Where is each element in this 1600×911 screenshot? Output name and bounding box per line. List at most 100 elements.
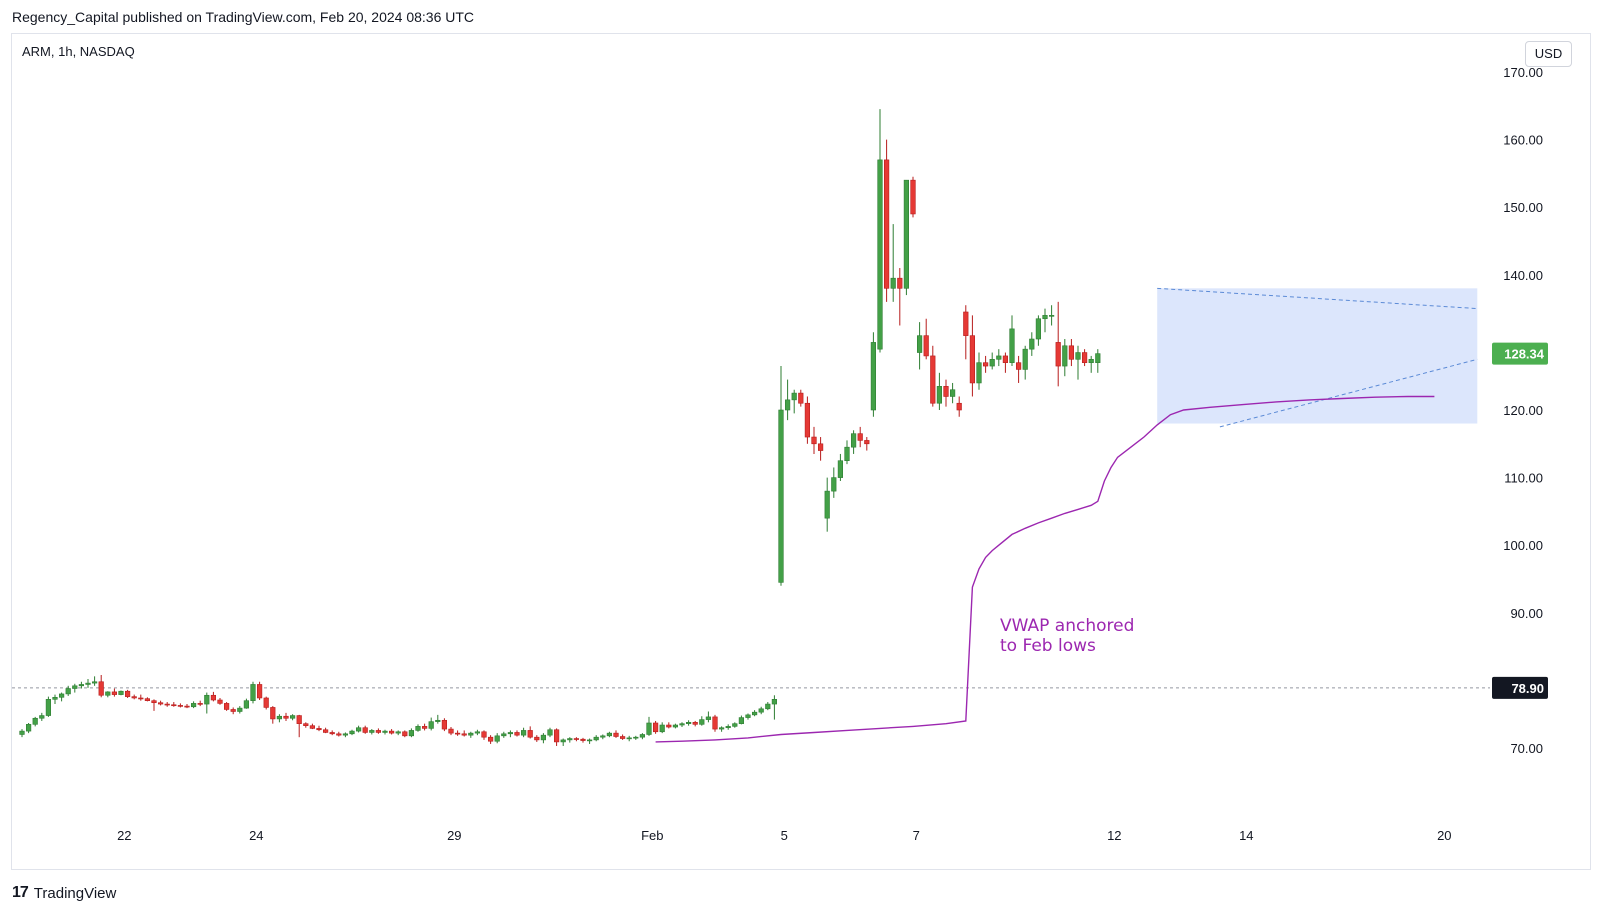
candle[interactable] <box>725 724 731 730</box>
candle[interactable] <box>540 733 546 744</box>
candle[interactable] <box>1049 305 1055 326</box>
candle[interactable] <box>428 717 434 731</box>
candle[interactable] <box>580 737 586 743</box>
candle[interactable] <box>461 730 467 737</box>
candle[interactable] <box>692 720 698 727</box>
candle[interactable] <box>613 730 619 738</box>
candle[interactable] <box>982 355 989 373</box>
candle[interactable] <box>600 734 606 740</box>
candle[interactable] <box>639 733 645 740</box>
candle[interactable] <box>758 706 764 715</box>
candle[interactable] <box>930 345 936 407</box>
candle[interactable] <box>1055 301 1061 387</box>
candle[interactable] <box>501 731 507 738</box>
candle[interactable] <box>520 727 527 738</box>
candle[interactable] <box>844 440 850 465</box>
candle[interactable] <box>224 702 230 711</box>
candle[interactable] <box>824 477 830 532</box>
candle[interactable] <box>672 723 678 729</box>
upper-trendline[interactable] <box>1157 287 1478 310</box>
candle[interactable] <box>864 437 870 451</box>
candle[interactable] <box>309 723 316 730</box>
candle[interactable] <box>857 426 863 448</box>
candle[interactable] <box>916 322 923 370</box>
candle[interactable] <box>454 730 461 736</box>
candle[interactable] <box>382 729 388 735</box>
candle[interactable] <box>125 689 131 698</box>
candle[interactable] <box>685 720 692 726</box>
candle[interactable] <box>1009 315 1015 367</box>
candle[interactable] <box>138 694 144 701</box>
candle[interactable] <box>342 732 349 738</box>
candle[interactable] <box>646 716 652 736</box>
candle[interactable] <box>890 224 896 302</box>
candle[interactable] <box>435 714 441 724</box>
candle[interactable] <box>956 396 962 417</box>
candle[interactable] <box>270 706 276 724</box>
candle[interactable] <box>910 176 916 218</box>
candle[interactable] <box>850 430 857 454</box>
candle[interactable] <box>751 710 758 717</box>
vwap-line[interactable] <box>655 395 1435 743</box>
candle[interactable] <box>936 372 942 410</box>
candle[interactable] <box>969 315 975 397</box>
candle[interactable] <box>652 720 659 734</box>
candle[interactable] <box>481 730 487 740</box>
candle[interactable] <box>355 725 362 733</box>
candle[interactable] <box>705 711 711 723</box>
candle[interactable] <box>118 690 124 696</box>
candle[interactable] <box>765 702 771 711</box>
candle[interactable] <box>303 722 309 728</box>
candle[interactable] <box>92 676 98 686</box>
candle[interactable] <box>316 725 322 732</box>
candle[interactable] <box>25 722 32 734</box>
candle[interactable] <box>191 701 197 709</box>
candle[interactable] <box>184 704 190 709</box>
candle[interactable] <box>976 352 982 390</box>
candle[interactable] <box>1062 339 1068 377</box>
candle[interactable] <box>1075 345 1081 380</box>
candle[interactable] <box>144 697 151 702</box>
candle[interactable] <box>633 735 639 740</box>
candle[interactable] <box>39 712 45 721</box>
candle[interactable] <box>158 700 164 706</box>
candle[interactable] <box>45 696 51 717</box>
candle[interactable] <box>1068 339 1074 367</box>
candle[interactable] <box>712 714 718 732</box>
candle[interactable] <box>1029 332 1035 356</box>
currency-button[interactable]: USD <box>1525 41 1572 67</box>
candle[interactable] <box>626 735 632 742</box>
candle[interactable] <box>1022 345 1028 380</box>
candle[interactable] <box>237 706 243 714</box>
candle[interactable] <box>171 702 177 707</box>
candle[interactable] <box>230 707 236 715</box>
candle[interactable] <box>514 730 520 737</box>
candle[interactable] <box>1015 355 1022 383</box>
candle[interactable] <box>804 396 810 444</box>
candle[interactable] <box>375 728 382 734</box>
candle[interactable] <box>32 716 38 727</box>
candle[interactable] <box>1095 349 1101 373</box>
candle[interactable] <box>204 692 210 714</box>
candle[interactable] <box>989 352 995 370</box>
candle[interactable] <box>1042 308 1048 333</box>
candle[interactable] <box>210 691 217 702</box>
candle[interactable] <box>586 738 593 744</box>
candle[interactable] <box>85 679 91 688</box>
candle[interactable] <box>164 702 170 707</box>
candle[interactable] <box>619 734 626 740</box>
candle[interactable] <box>831 467 837 498</box>
candle[interactable] <box>507 730 514 738</box>
candle[interactable] <box>474 729 481 736</box>
candle[interactable] <box>72 683 78 693</box>
candle[interactable] <box>441 718 448 732</box>
candle[interactable] <box>65 685 71 696</box>
candle[interactable] <box>1002 352 1008 373</box>
candle[interactable] <box>877 109 883 353</box>
candle[interactable] <box>666 722 672 729</box>
candle[interactable] <box>52 694 58 705</box>
candle[interactable] <box>336 731 342 737</box>
candle[interactable] <box>560 738 566 746</box>
candle[interactable] <box>296 714 302 738</box>
